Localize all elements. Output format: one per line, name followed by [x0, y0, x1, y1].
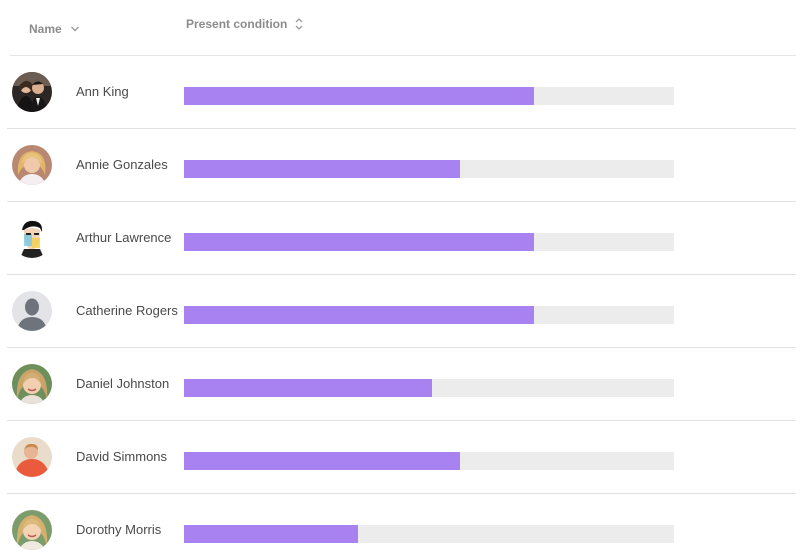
condition-bar: [184, 525, 674, 543]
column-header-name-label: Name: [29, 22, 62, 36]
sort-icon[interactable]: [295, 17, 303, 31]
condition-bar-fill: [184, 87, 534, 105]
row-name: Arthur Lawrence: [76, 230, 172, 245]
table-row[interactable]: Ann King: [7, 56, 796, 129]
table-row[interactable]: Daniel Johnston: [7, 348, 796, 421]
column-header-condition[interactable]: Present condition: [186, 0, 303, 52]
couple-photo-icon: [12, 72, 52, 112]
avatar: [12, 145, 52, 185]
row-name: Daniel Johnston: [76, 376, 170, 391]
row-name: Dorothy Morris: [76, 522, 162, 537]
condition-bar-fill: [184, 306, 534, 324]
row-name: David Simmons: [76, 449, 168, 464]
condition-bar-fill: [184, 452, 460, 470]
avatar: [12, 510, 52, 550]
avatar: [12, 218, 52, 258]
column-header-condition-label: Present condition: [186, 17, 288, 31]
condition-bar-fill: [184, 379, 432, 397]
avatar: [12, 291, 52, 331]
avatar: [12, 364, 52, 404]
table-row[interactable]: Catherine Rogers: [7, 275, 796, 348]
smiling-woman-photo-icon: [12, 364, 52, 404]
chevron-down-icon[interactable]: [70, 25, 80, 33]
condition-bar: [184, 233, 674, 251]
condition-bar: [184, 452, 674, 470]
condition-bar-fill: [184, 160, 460, 178]
table-row[interactable]: David Simmons: [7, 421, 796, 494]
table-row[interactable]: Arthur Lawrence: [7, 202, 796, 275]
painted-portrait-icon: [12, 218, 52, 258]
table-row[interactable]: Annie Gonzales: [7, 129, 796, 202]
column-header-name[interactable]: Name: [29, 1, 80, 57]
blonde-woman-photo-icon: [12, 145, 52, 185]
condition-bar: [184, 87, 674, 105]
condition-bar: [184, 160, 674, 178]
condition-bar-fill: [184, 233, 534, 251]
row-name: Ann King: [76, 84, 129, 99]
red-shirt-photo-icon: [12, 437, 52, 477]
avatar: [12, 72, 52, 112]
row-name: Catherine Rogers: [76, 303, 178, 318]
condition-bar-fill: [184, 525, 358, 543]
condition-bar: [184, 379, 674, 397]
blonde-woman-photo-2-icon: [12, 510, 52, 550]
condition-bar: [184, 306, 674, 324]
avatar: [12, 437, 52, 477]
table-row[interactable]: Dorothy Morris: [7, 494, 796, 555]
default-person-silhouette-icon: [12, 291, 52, 331]
row-name: Annie Gonzales: [76, 157, 168, 172]
table-header: Name Present condition: [10, 0, 796, 56]
